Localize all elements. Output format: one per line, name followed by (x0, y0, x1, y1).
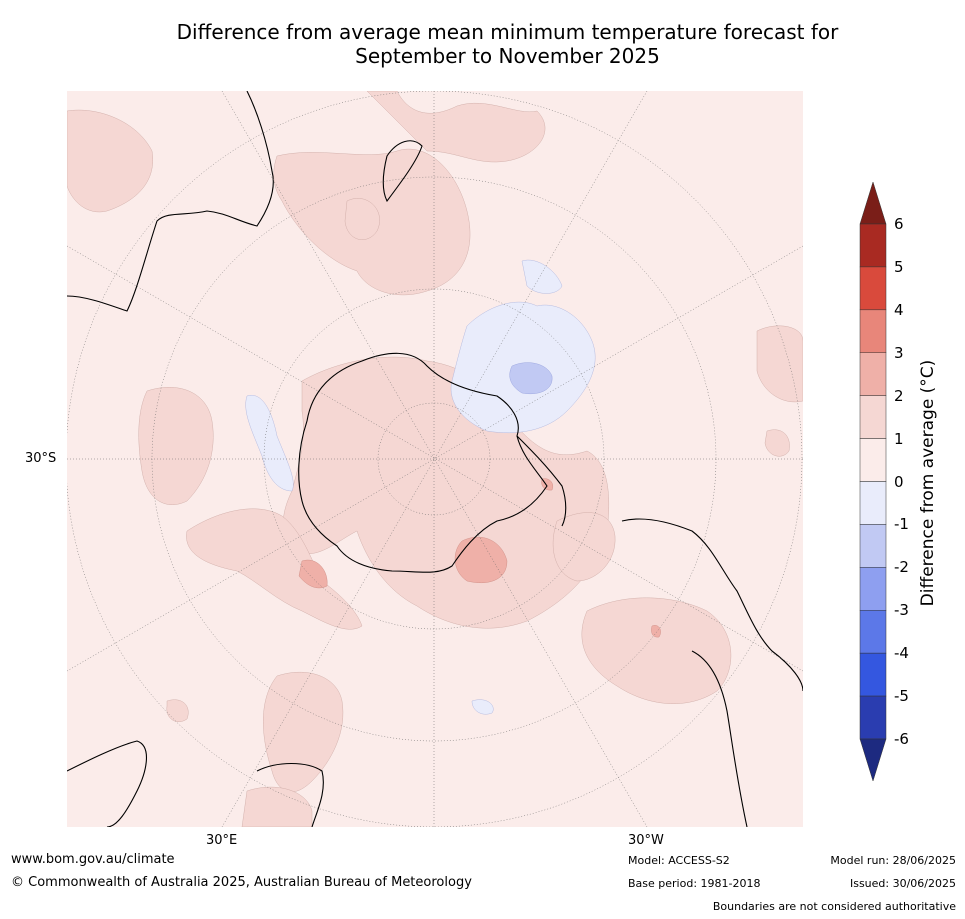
lon-label-30w: 30°W (628, 833, 664, 848)
title-line-2: September to November 2025 (355, 44, 660, 68)
colorbar-extend-low (859, 738, 887, 782)
colorbar-tick-label: 0 (894, 472, 904, 491)
title-line-1: Difference from average mean minimum tem… (176, 20, 839, 44)
footer-website: www.bom.gov.au/climate (11, 852, 175, 867)
colorbar-bin-cm3_m2 (859, 567, 887, 611)
antarctica-coast (298, 352, 548, 573)
australia-coast (67, 91, 274, 312)
lat-label-30s: 30°S (25, 451, 57, 466)
anomaly-minus2-to-minus1-region (509, 362, 553, 394)
colorbar-tick-label: 4 (894, 300, 904, 319)
colorbar-tick-label: 2 (894, 386, 904, 405)
colorbar (858, 181, 888, 782)
colorbar-tick-label: -2 (894, 558, 909, 577)
colorbar-tick-label: -5 (894, 687, 909, 706)
forecast-map (67, 91, 803, 827)
colorbar-tick-label: -4 (894, 644, 909, 663)
colorbar-label: Difference from average (°C) (918, 359, 938, 607)
colorbar-bin-c4_5 (859, 266, 887, 311)
south-america-coast (621, 518, 803, 692)
colorbar-tick-label: -1 (894, 515, 909, 534)
map-canvas (67, 91, 803, 827)
footer-base-period: Base period: 1981-2018 (628, 877, 761, 890)
graticule (67, 91, 803, 827)
footer-copyright: © Commonwealth of Australia 2025, Austra… (11, 875, 472, 890)
colorbar-extend-high (859, 181, 887, 225)
colorbar-tick-label: 6 (894, 215, 904, 233)
colorbar-tick-label: 1 (894, 429, 904, 448)
colorbar-bin-cm2_m1 (859, 524, 887, 568)
colorbar-bin-cm1_0 (859, 481, 887, 525)
colorbar-bin-c2_3 (859, 352, 887, 396)
colorbar-tick-label: -3 (894, 601, 909, 620)
anomaly-1-to-2-regions (67, 91, 803, 827)
colorbar-bin-c5_6 (859, 223, 887, 268)
colorbar-tick-label: 5 (894, 257, 904, 276)
new-zealand-coast (382, 140, 423, 203)
antarctic-peninsula-coast (516, 435, 567, 527)
map-title: Difference from average mean minimum tem… (0, 20, 965, 68)
colorbar-bin-cm4_m3 (859, 610, 887, 654)
colorbar-tick-label: 3 (894, 343, 904, 362)
madagascar-coast (256, 763, 324, 827)
colorbar-bin-cm5_m4 (859, 652, 887, 697)
footer-disclaimer: Boundaries are not considered authoritat… (712, 900, 956, 913)
colorbar-bin-c0_1 (859, 438, 887, 482)
footer-model: Model: ACCESS-S2 (628, 854, 730, 867)
footer-model-run: Model run: 28/06/2025 (830, 854, 956, 867)
lon-label-30e: 30°E (206, 833, 238, 848)
colorbar-bin-cm6_m5 (859, 695, 887, 740)
south-america-east-coast (691, 650, 748, 827)
colorbar-bin-c1_2 (859, 395, 887, 439)
footer-issued: Issued: 30/06/2025 (849, 877, 956, 890)
africa-coast (67, 740, 147, 827)
colorbar-bin-c3_4 (859, 309, 887, 354)
colorbar-svg (859, 181, 887, 782)
coastlines (67, 91, 803, 827)
colorbar-tick-label: -6 (894, 730, 909, 748)
